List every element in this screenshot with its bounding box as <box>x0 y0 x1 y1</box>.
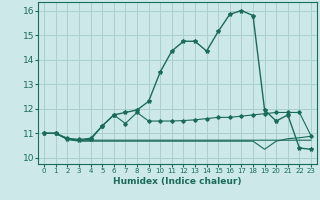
X-axis label: Humidex (Indice chaleur): Humidex (Indice chaleur) <box>113 177 242 186</box>
